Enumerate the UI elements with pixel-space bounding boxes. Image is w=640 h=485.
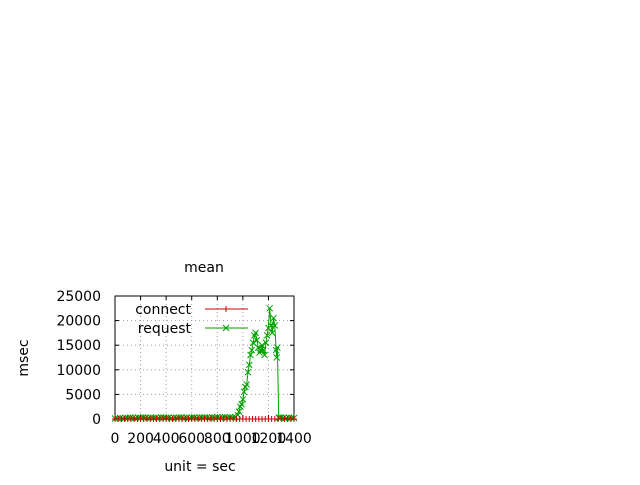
request-point xyxy=(249,339,257,347)
request-point xyxy=(245,361,253,369)
request-point xyxy=(270,314,277,322)
y-tick-label: 25000 xyxy=(56,289,101,305)
legend-marker-request xyxy=(222,324,230,332)
request-point xyxy=(244,368,252,376)
request-point xyxy=(247,351,254,359)
request-point xyxy=(203,414,211,421)
request-point xyxy=(253,336,261,344)
x-tick-label: 1400 xyxy=(276,431,312,447)
request-point xyxy=(274,344,281,352)
request-point xyxy=(121,414,129,422)
request-point xyxy=(165,414,173,421)
legend-label-request: request xyxy=(138,321,192,337)
request-point xyxy=(152,414,160,421)
x-tick-label: 200 xyxy=(127,431,154,447)
request-point xyxy=(238,400,245,408)
x-tick-label: 600 xyxy=(178,431,205,447)
request-point xyxy=(211,414,219,421)
y-tick-label: 0 xyxy=(92,412,101,428)
grid-lines xyxy=(115,296,294,419)
request-point xyxy=(252,329,259,337)
y-tick-label: 15000 xyxy=(56,338,101,354)
chart-title: mean xyxy=(184,260,224,276)
request-point xyxy=(262,339,270,347)
legend-label-connect: connect xyxy=(135,302,191,318)
request-point xyxy=(273,354,281,361)
request-point xyxy=(239,395,247,403)
request-point xyxy=(235,408,243,415)
request-point xyxy=(263,332,271,339)
x-tick-label: 800 xyxy=(204,431,231,447)
request-point xyxy=(266,304,274,312)
request-point xyxy=(271,322,279,329)
request-point xyxy=(160,414,167,421)
x-tick-label: 1200 xyxy=(251,431,287,447)
x-axis-label: unit = sec xyxy=(164,459,235,475)
request-point xyxy=(275,414,283,421)
request-point xyxy=(268,329,276,337)
request-point xyxy=(198,414,206,421)
x-tick-label: 1000 xyxy=(225,431,261,447)
series-connect xyxy=(112,416,297,422)
request-point xyxy=(288,414,295,422)
legend-marker-connect xyxy=(223,306,229,312)
y-axis-label: msec xyxy=(16,339,32,376)
y-tick-label: 20000 xyxy=(56,314,101,330)
y-tick-label: 10000 xyxy=(56,363,101,379)
request-point xyxy=(147,414,155,421)
request-point xyxy=(257,346,265,354)
request-point xyxy=(229,414,236,421)
request-point xyxy=(280,414,288,422)
legend: connect request xyxy=(135,302,248,337)
x-tick-label: 400 xyxy=(153,431,180,447)
request-point xyxy=(258,341,266,349)
request-point xyxy=(259,346,267,354)
request-point xyxy=(240,388,248,396)
request-point xyxy=(134,414,142,421)
series-layer xyxy=(111,304,298,422)
y-tick-label: 5000 xyxy=(65,387,101,403)
x-tick-label: 0 xyxy=(111,431,120,447)
request-point xyxy=(114,414,121,422)
request-point xyxy=(261,351,268,359)
request-point xyxy=(224,414,231,421)
request-point xyxy=(243,381,251,388)
connect-point xyxy=(291,416,297,422)
request-point xyxy=(248,346,256,354)
